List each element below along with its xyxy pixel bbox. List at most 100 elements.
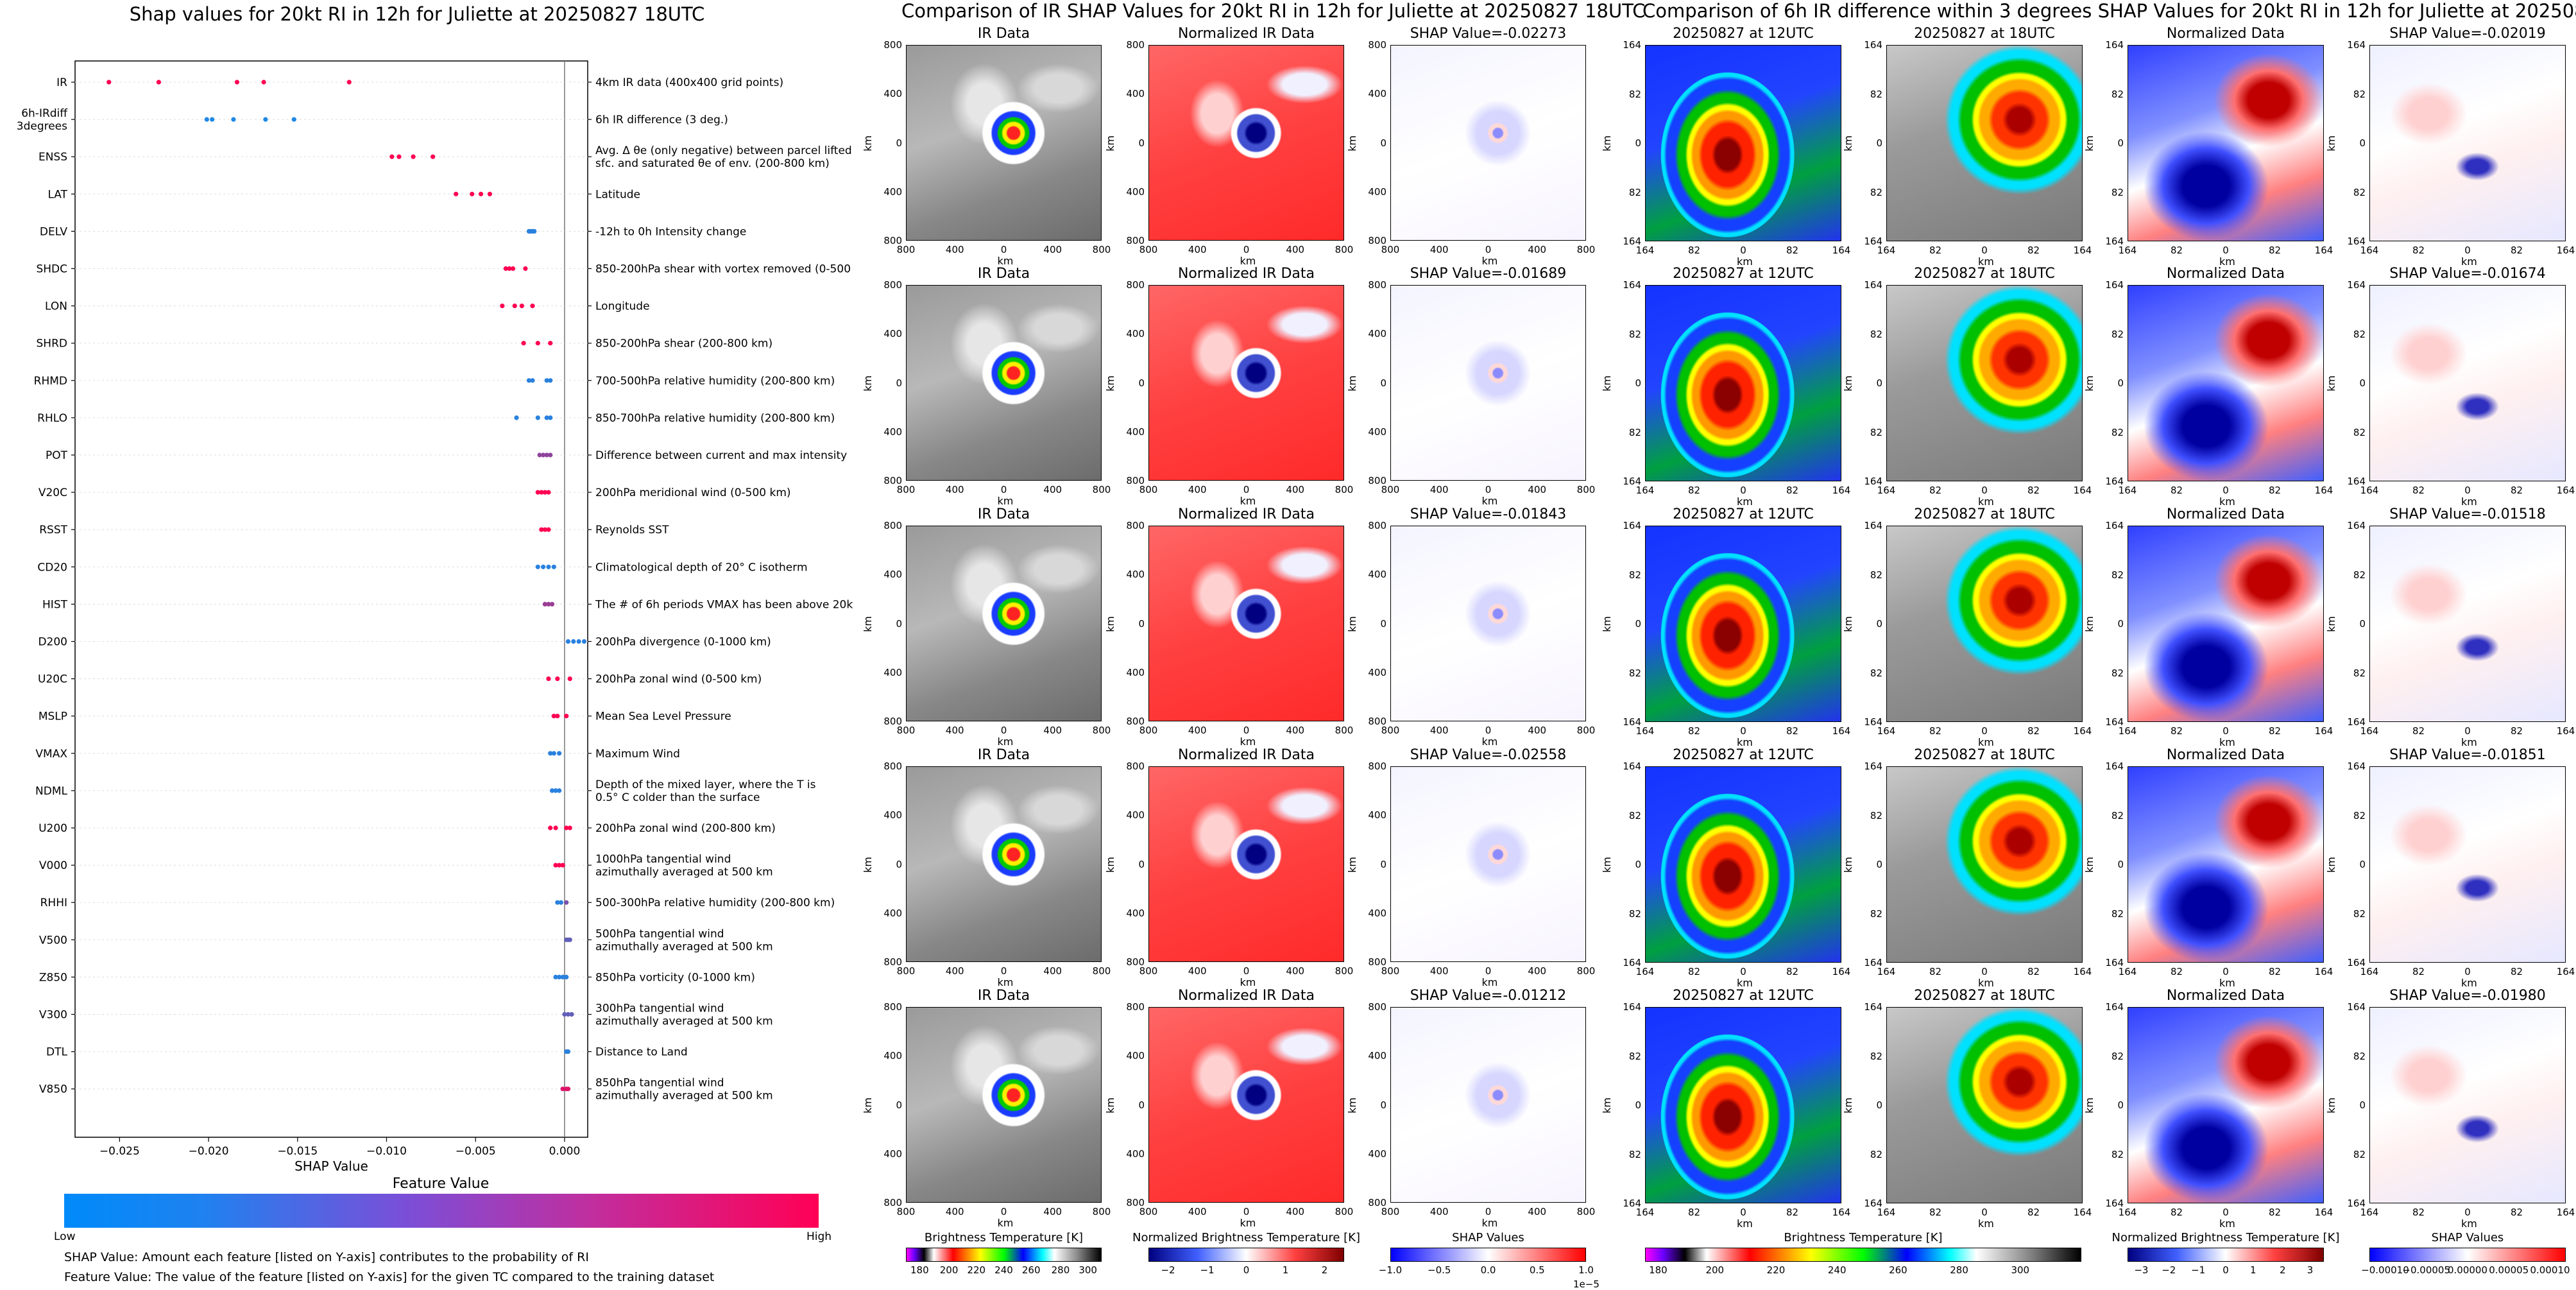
feature-desc-MSLP: Mean Sea Level Pressure: [595, 710, 731, 723]
panel-title: SHAP Value=-0.01212: [1410, 988, 1567, 1004]
xtick-label: 0: [2464, 966, 2471, 977]
xtick-label: 82: [1786, 725, 1799, 737]
shap-point: [530, 304, 535, 309]
feature-name-RHLO: RHLO: [37, 412, 67, 425]
ytick-label: 82: [1870, 1050, 1882, 1062]
y-axis-label: km: [1841, 135, 1854, 151]
ytick-label: 82: [2353, 907, 2366, 920]
xtick-label: 800: [1576, 965, 1596, 977]
xtick-label: 0: [2464, 485, 2471, 496]
image-panel-dshap: [2369, 285, 2566, 481]
image-panel-d18: [1886, 766, 2083, 963]
ytick-label: 0: [1380, 858, 1386, 870]
xtick-label: 0: [1243, 484, 1250, 495]
shap-point: [204, 117, 209, 122]
y-axis-label: km: [1345, 856, 1358, 873]
feature-desc-LON: Longitude: [595, 300, 650, 313]
colorbar-tick: 180: [1649, 1264, 1668, 1276]
xtick-label: 0: [1000, 965, 1007, 977]
shap-point: [532, 228, 537, 234]
ytick-label: 800: [883, 235, 902, 246]
ytick-label: 0: [2359, 377, 2366, 389]
xtick-label: 164: [1832, 966, 1851, 977]
colorbar-tick: 240: [1827, 1264, 1847, 1276]
ytick-label: 800: [883, 716, 902, 727]
colorbar-title: Brightness Temperature [K]: [924, 1231, 1084, 1244]
ytick-label: 0: [1876, 377, 1882, 389]
y-axis-label: km: [2324, 1097, 2337, 1114]
ytick-label: 800: [1368, 956, 1386, 968]
xtick-label: 0: [2222, 1207, 2229, 1218]
shap-point: [535, 341, 540, 346]
xtick-label: 82: [2170, 966, 2183, 977]
shap-point: [548, 751, 553, 756]
xtick-label: 0: [2464, 1207, 2471, 1218]
y-axis-label: km: [1600, 616, 1613, 632]
colorbar-tick: −1: [2191, 1264, 2206, 1276]
shap-point: [571, 639, 576, 644]
ytick-label: 800: [1368, 761, 1386, 772]
shap-point: [551, 714, 556, 719]
shap-point: [546, 676, 551, 682]
xtick-label: 164: [1635, 245, 1655, 256]
x-axis-label: km: [2219, 495, 2235, 508]
colorbar: [906, 1248, 1102, 1262]
shap-point: [537, 452, 542, 458]
ytick-label: 0: [1876, 1099, 1882, 1111]
ytick-label: 800: [883, 279, 902, 291]
ytick-label: 164: [2105, 279, 2124, 291]
xtick-label: 0: [1981, 725, 1988, 737]
x-axis-label: km: [1481, 255, 1498, 267]
shap-point: [544, 378, 549, 383]
x-axis-label: km: [2219, 255, 2235, 268]
xtick-label: −0.015: [277, 1145, 318, 1158]
ytick-label: 82: [1628, 1148, 1641, 1160]
shap-point: [454, 191, 459, 196]
ytick-label: 400: [883, 1148, 902, 1160]
ytick-label: 400: [1126, 666, 1145, 678]
xtick-label: 164: [2360, 966, 2379, 977]
feature-name-U200: U200: [38, 822, 67, 835]
colorbar-tick: 200: [939, 1264, 959, 1276]
xtick-label: 400: [1188, 244, 1207, 255]
shap-point: [555, 676, 560, 682]
shap-point: [544, 452, 549, 458]
x-axis-label: km: [1737, 495, 1753, 508]
ytick-label: 800: [883, 1197, 902, 1208]
shap-point: [541, 564, 546, 569]
ytick-label: 800: [1368, 716, 1386, 727]
x-axis-label: km: [2219, 1217, 2235, 1230]
xtick-label: 82: [1929, 1207, 1942, 1218]
xtick-label: 82: [2170, 485, 2183, 496]
xtick-label: 82: [2412, 966, 2425, 977]
xtick-label: 164: [2314, 485, 2333, 496]
ytick-label: 800: [883, 475, 902, 486]
image-panel-ir: [906, 285, 1102, 481]
ytick-label: 82: [1870, 88, 1882, 100]
x-axis-label: km: [2461, 977, 2477, 989]
ytick-label: 82: [1628, 186, 1641, 198]
colorbar-tick: 240: [994, 1264, 1013, 1276]
shap-point: [565, 1087, 571, 1092]
shap-point: [549, 788, 555, 793]
feature-value-colorbar: [64, 1194, 819, 1228]
xtick-label: 0: [1243, 1206, 1250, 1217]
ytick-label: 164: [2347, 761, 2366, 772]
colorbar: [1390, 1248, 1586, 1262]
xtick-label: 164: [1832, 1207, 1851, 1218]
xtick-label: 400: [945, 244, 964, 255]
shap-point: [567, 825, 572, 830]
feature-name-DELV: DELV: [40, 225, 67, 238]
xtick-label: 0: [1243, 244, 1250, 255]
xtick-label: 164: [2073, 966, 2092, 977]
feature-name-POT: POT: [46, 449, 68, 462]
xtick-label: 800: [1576, 244, 1596, 255]
feature-name-SHDC: SHDC: [36, 263, 67, 276]
ytick-label: 0: [1138, 1099, 1145, 1111]
ytick-label: 400: [1368, 185, 1386, 198]
ytick-label: 82: [2111, 809, 2124, 821]
xtick-label: 0: [1243, 725, 1250, 736]
xtick-label: 400: [945, 965, 964, 977]
ytick-label: 164: [2105, 236, 2124, 247]
panel-title: IR Data: [977, 266, 1030, 282]
